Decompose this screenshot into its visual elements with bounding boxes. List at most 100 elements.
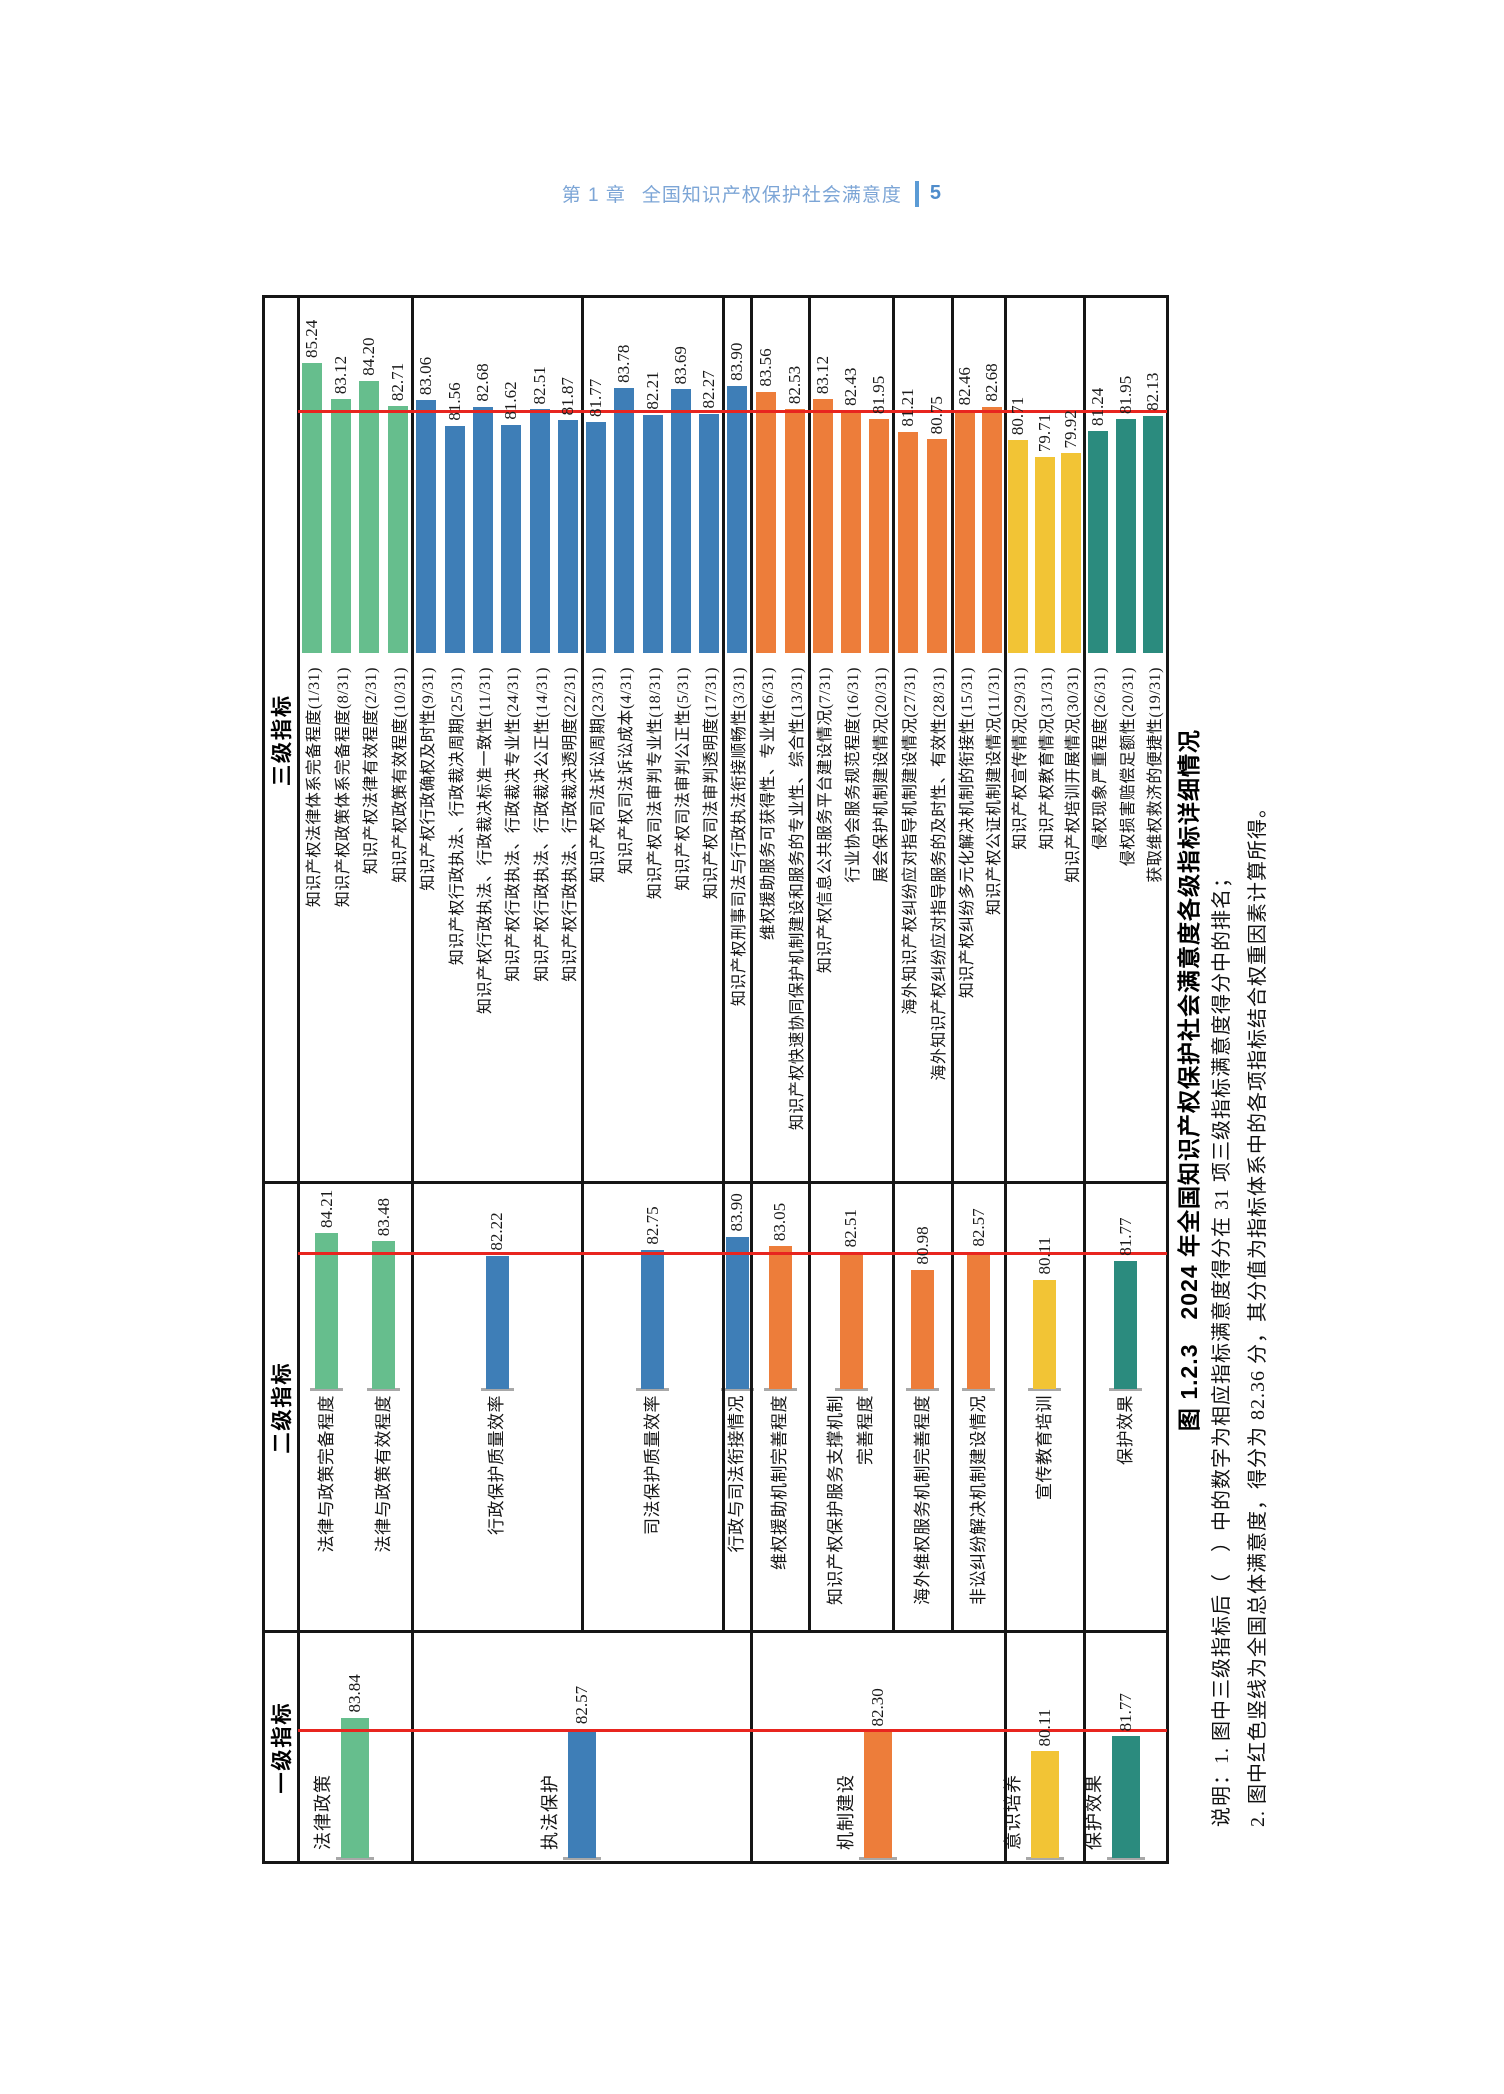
level3-label: 侵权损害赔偿足额性(20/31) — [1119, 667, 1137, 867]
level3-value: 82.53 — [784, 365, 804, 405]
column-header-level2: 二级指标 — [270, 1361, 294, 1454]
level3-value: 80.75 — [927, 396, 947, 435]
level3-value: 81.24 — [1087, 387, 1107, 427]
level1-value: 83.84 — [345, 1674, 364, 1713]
level3-value: 83.78 — [614, 344, 634, 383]
level3-label: 知识产权行政确权及时性(9/31) — [420, 667, 438, 891]
level1-label: 法律政策 — [313, 1774, 333, 1850]
level3-value: 79.71 — [1034, 413, 1054, 453]
level3-value: 81.87 — [557, 377, 577, 416]
page-number: 5 — [929, 182, 941, 204]
level2-value: 82.75 — [642, 1206, 662, 1245]
level3-value: 82.27 — [698, 370, 718, 409]
level3-label: 获取维权救济的便捷性(19/31) — [1147, 667, 1165, 883]
level1-label: 保护效果 — [1083, 1774, 1104, 1850]
level3-label: 知识产权司法诉讼周期(23/31) — [590, 667, 608, 883]
level1-value: 82.30 — [868, 1688, 887, 1727]
level3-label: 知识产权公证机制建设情况(11/31) — [985, 667, 1003, 916]
level2-label: 法律与政策完备程度 — [316, 1395, 336, 1553]
level3-value: 82.21 — [642, 371, 662, 410]
level1-label: 机制建设 — [836, 1774, 856, 1850]
level3-label: 海外知识产权纠纷应对指导服务的及时性、有效性(28/31) — [931, 667, 949, 1081]
level3-label: 知识产权教育情况(31/31) — [1038, 667, 1056, 850]
column-header-level1: 一级指标 — [270, 1701, 294, 1794]
level3-label: 知识产权行政执法、行政裁决周期(25/31) — [448, 667, 466, 966]
band-separator-line — [263, 1630, 1167, 1634]
level1-value: 81.77 — [1115, 1693, 1135, 1732]
level1-label: 意识培养 — [1002, 1774, 1023, 1850]
level3-value: 81.95 — [1115, 375, 1135, 414]
level3-value: 82.46 — [955, 367, 975, 406]
level1-value: 80.11 — [1034, 1708, 1054, 1747]
level2-value: 82.22 — [487, 1212, 506, 1251]
level2-label: 司法保护质量效率 — [642, 1395, 662, 1535]
level3-label: 维权援助服务可获得性、专业性(6/31) — [759, 667, 777, 941]
level2-label: 非讼纠纷解决机制建设情况 — [968, 1395, 988, 1605]
level3-value: 83.12 — [813, 355, 832, 395]
level3-label: 知识产权司法审判公正性(5/31) — [674, 667, 692, 891]
level3-label: 知识产权刑事司法与行政执法衔接顺畅性(3/31) — [731, 667, 748, 1007]
rotated-figure: 85.24 知识产权法律体系完备程度(1/31) 83.12 知识产权政策体系完备程度… — [200, 250, 1310, 1960]
level2-value: 83.05 — [770, 1202, 789, 1242]
level3-value: 83.12 — [330, 355, 350, 395]
level2-label: 法律与政策有效程度 — [373, 1395, 393, 1553]
level3-label: 知识产权快速协同保护机制建设和服务的专业性、综合性(13/31) — [788, 667, 806, 1131]
level2-value: 82.57 — [968, 1208, 988, 1247]
row-separator-line — [580, 297, 584, 1632]
level3-value: 83.56 — [755, 348, 775, 387]
row-separator-line — [749, 297, 753, 1863]
level3-label: 知识产权宣传情况(29/31) — [1012, 667, 1030, 850]
level3-value: 82.68 — [981, 363, 1001, 402]
level2-label: 海外维权服务机制完善程度 — [912, 1395, 932, 1605]
level3-value: 80.71 — [1008, 396, 1028, 436]
chapter-label: 第 1 章 — [561, 185, 626, 206]
level3-label: 知识产权司法审判专业性(18/31) — [646, 667, 664, 900]
chapter-title: 全国知识产权保护社会满意度 — [641, 185, 902, 206]
level3-value: 81.56 — [444, 382, 464, 421]
level3-value: 81.21 — [897, 388, 917, 427]
level3-label: 知识产权信息公共服务平台建设情况(7/31) — [817, 667, 834, 974]
level3-label: 知识产权司法审判透明度(17/31) — [702, 667, 720, 900]
chart-table-border — [261, 295, 1169, 1865]
level3-value: 81.95 — [869, 375, 888, 414]
level3-label: 展会保护机制建设情况(20/31) — [873, 667, 890, 883]
page-header: 第 1 章 全国知识产权保护社会满意度 5 — [0, 180, 941, 207]
level3-value: 81.77 — [586, 378, 606, 418]
level3-label: 知识产权行政执法、行政裁决专业性(24/31) — [505, 667, 523, 982]
figure-caption: 图 1.2.3 2024 年全国知识产权保护社会满意度各级指标详细情况 — [1176, 728, 1202, 1432]
row-separator-line — [1082, 297, 1086, 1863]
level2-label: 行政与司法衔接情况 — [727, 1395, 746, 1553]
level3-value: 82.51 — [529, 366, 549, 405]
level2-value: 82.51 — [841, 1209, 860, 1248]
level3-value: 82.68 — [472, 363, 492, 402]
level3-value: 81.62 — [501, 381, 521, 420]
level2-label: 维权援助机制完善程度 — [770, 1395, 789, 1570]
level2-value: 80.98 — [912, 1226, 932, 1265]
level2-value: 83.90 — [727, 1193, 746, 1232]
row-separator-line — [891, 297, 895, 1632]
level1-value: 82.57 — [571, 1685, 591, 1725]
level2-label: 知识产权保护服务支撑机制 完善程度 — [826, 1395, 875, 1605]
figure-note-1: 说明：1. 图中三级指标后（ ）中的数字为相应指标满意度得分在 31 项三级指标… — [1211, 867, 1233, 1827]
level3-value: 84.20 — [359, 337, 379, 376]
level2-label: 宣传教育培训 — [1034, 1395, 1054, 1500]
level1-label: 执法保护 — [539, 1774, 560, 1850]
level3-value: 83.69 — [670, 346, 690, 385]
level2-value: 83.48 — [373, 1198, 393, 1237]
level3-value: 83.06 — [416, 356, 436, 396]
level2-value: 80.11 — [1034, 1236, 1054, 1275]
level3-label: 知识产权纠纷多元化解决机制的衔接性(15/31) — [959, 667, 977, 999]
column-header-level3: 三级指标 — [270, 694, 294, 786]
level3-value: 85.24 — [302, 319, 322, 359]
level3-label: 知识产权法律体系完备程度(1/31) — [306, 667, 324, 908]
level3-label: 知识产权行政执法、行政裁决公正性(14/31) — [533, 667, 551, 982]
level2-label: 行政保护质量效率 — [487, 1395, 506, 1535]
level2-value: 81.77 — [1115, 1217, 1135, 1256]
level3-label: 知识产权法律有效程度(2/31) — [363, 667, 381, 875]
level3-label: 知识产权政策有效程度(10/31) — [391, 667, 409, 883]
header-separator-bar — [914, 180, 919, 207]
figure-note-2: 2. 图中红色竖线为全国总体满意度，得分为 82.36 分，其分值为指标体系中的… — [1247, 797, 1269, 1827]
band-separator-line — [263, 1181, 1167, 1185]
level2-value: 84.21 — [316, 1189, 336, 1229]
